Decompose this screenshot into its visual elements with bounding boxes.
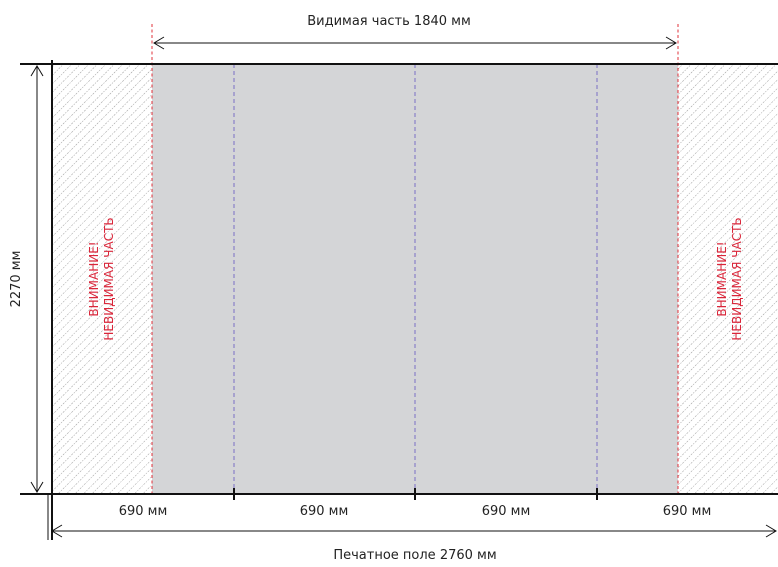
visible-width-label: Видимая часть 1840 мм xyxy=(307,14,471,29)
right-warning: ВНИМАНИЕ! НЕВИДИМАЯ ЧАСТЬ xyxy=(715,217,744,340)
segment-label-2: 690 мм xyxy=(300,504,349,519)
left-warning: ВНИМАНИЕ! НЕВИДИМАЯ ЧАСТЬ xyxy=(87,217,116,340)
height-arrow xyxy=(30,65,44,493)
right-invisible-zone xyxy=(678,64,778,494)
segment-label-3: 690 мм xyxy=(482,504,531,519)
right-warning-line1: ВНИМАНИЕ! xyxy=(715,241,729,316)
right-warning-line2: НЕВИДИМАЯ ЧАСТЬ xyxy=(730,217,744,340)
visible-width-arrow xyxy=(153,36,677,50)
segment-label-4: 690 мм xyxy=(663,504,712,519)
segment-label-1: 690 мм xyxy=(119,504,168,519)
left-invisible-zone xyxy=(52,64,152,494)
left-warning-line1: ВНИМАНИЕ! xyxy=(87,241,101,316)
left-warning-line2: НЕВИДИМАЯ ЧАСТЬ xyxy=(102,217,116,340)
print-field-arrow xyxy=(51,524,777,538)
print-field-label: Печатное поле 2760 мм xyxy=(333,548,496,563)
height-label: 2270 мм xyxy=(9,251,24,308)
